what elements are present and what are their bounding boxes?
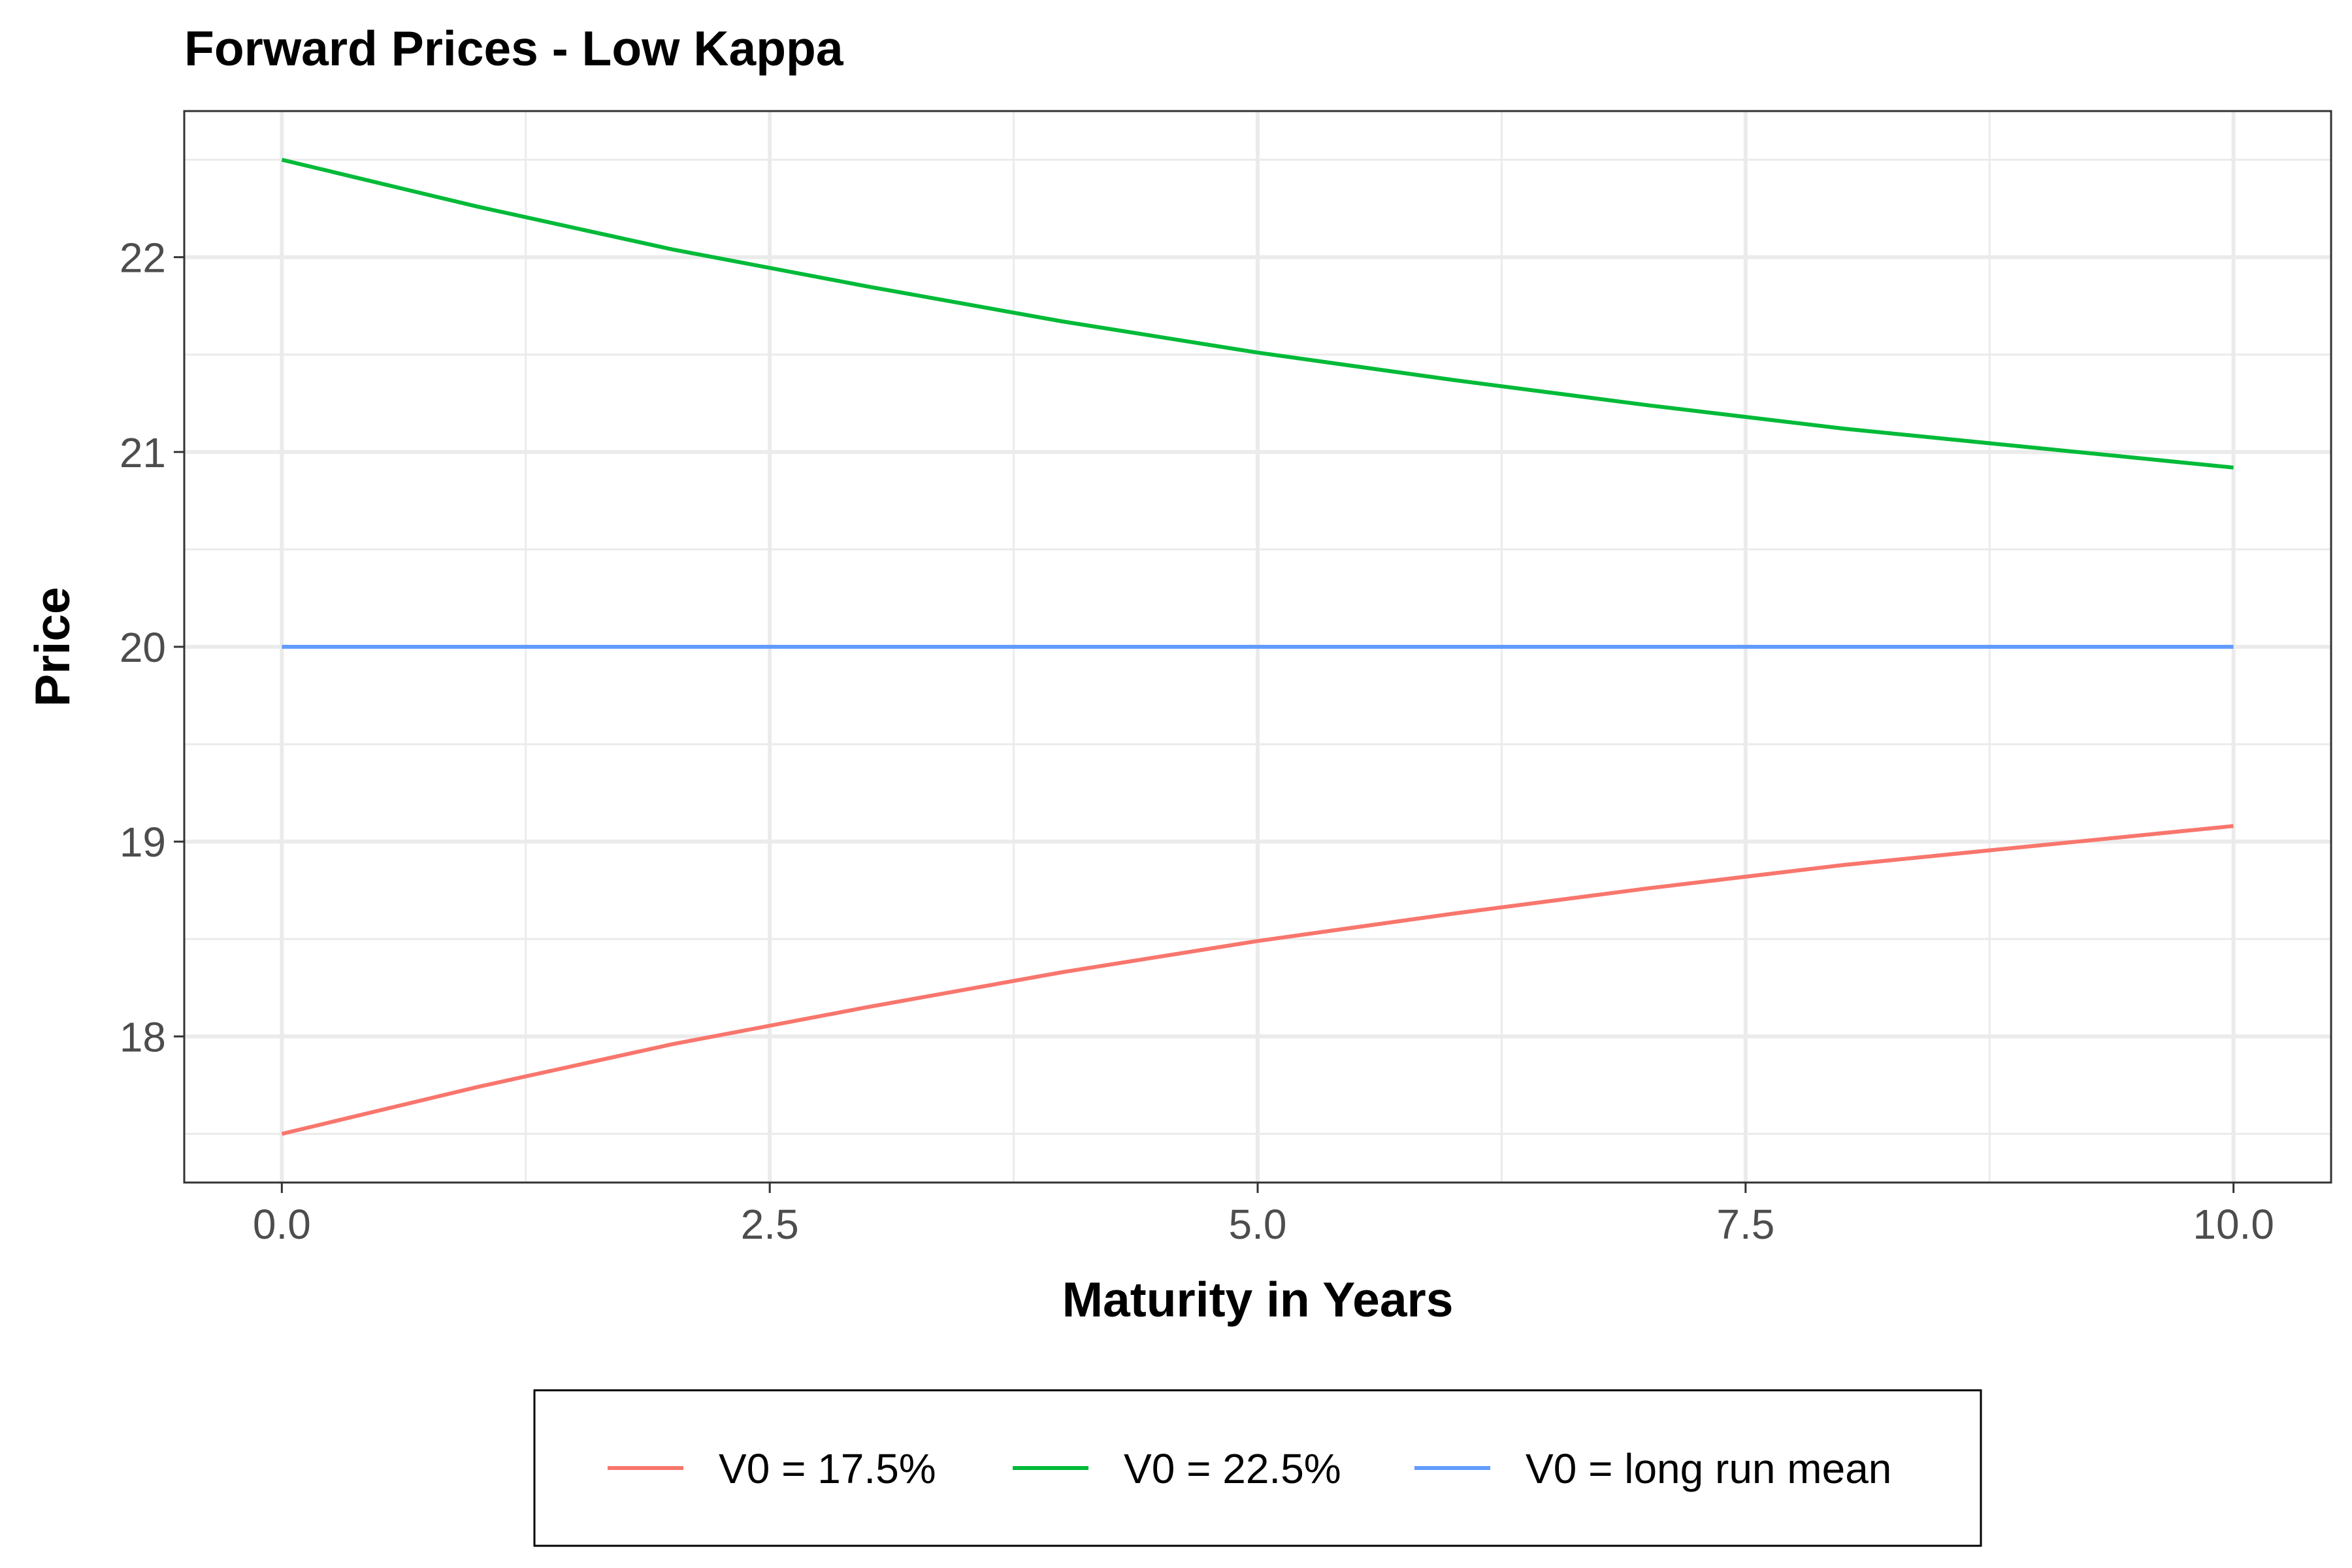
y-tick-label: 22 [120, 235, 166, 282]
x-tick-label: 7.5 [1716, 1201, 1774, 1248]
y-axis-ticks: 18 19 20 21 22 [120, 235, 184, 1060]
series-line-2 [281, 157, 2234, 470]
legend-label-3: V0 = long run mean [1526, 1445, 1891, 1492]
x-tick-label: 5.0 [1229, 1201, 1287, 1248]
y-axis-title: Price [25, 587, 80, 706]
y-tick-label: 18 [120, 1013, 166, 1060]
y-tick-label: 21 [120, 429, 166, 476]
chart-title: Forward Prices - Low Kappa [184, 21, 844, 76]
legend-box [533, 1389, 1982, 1547]
series-line-1 [281, 824, 2234, 1136]
x-tick-label: 0.0 [253, 1201, 311, 1248]
legend-label-1: V0 = 17.5% [719, 1445, 936, 1492]
x-tick-label: 2.5 [741, 1201, 799, 1248]
x-axis-ticks: 0.0 2.5 5.0 7.5 10.0 [253, 1183, 2274, 1248]
legend: V0 = 17.5% V0 = 22.5% V0 = long run mean [608, 1445, 1891, 1492]
legend-label-2: V0 = 22.5% [1124, 1445, 1341, 1492]
x-axis-title: Maturity in Years [1062, 1272, 1454, 1327]
y-tick-label: 20 [120, 624, 166, 671]
x-tick-label: 10.0 [2193, 1201, 2274, 1248]
series-lines [281, 157, 2234, 1136]
y-tick-label: 19 [120, 819, 166, 866]
